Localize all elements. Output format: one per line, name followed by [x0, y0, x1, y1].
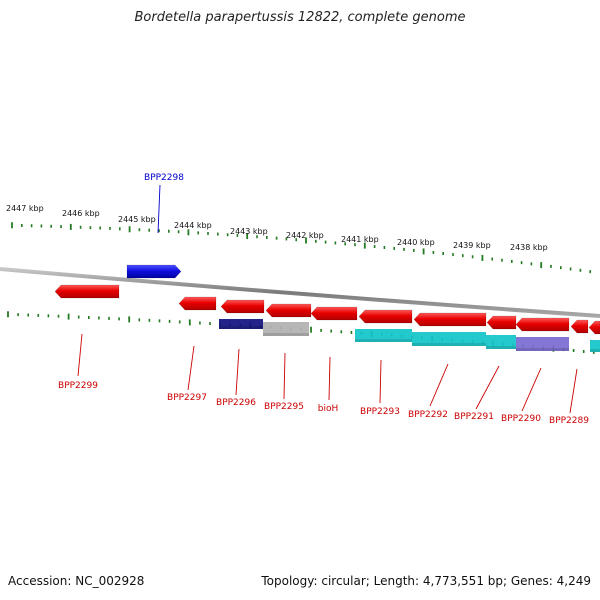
callout-line-bpp2290 [521, 367, 542, 412]
callout-line-bpp2299 [77, 333, 83, 377]
gene-arrow-bpp2293 [358, 309, 413, 324]
gene-arrow-bpp2290 [515, 317, 570, 332]
gene-arrow-bpp2297 [178, 296, 217, 311]
gene-arrow-bioh [310, 306, 358, 321]
gene-label-bpp2297: BPP2297 [167, 393, 207, 403]
ruler-label: 2444 kbp [174, 221, 212, 230]
feature-band-cyan [355, 329, 412, 342]
callout-line-bpp2293 [379, 359, 382, 404]
gene-arrow-bpp2289 [570, 319, 589, 334]
callout-line-bioh [328, 356, 331, 401]
callout-line-bpp2295 [283, 352, 286, 400]
feature-band-cyan [590, 340, 600, 352]
gene-label-bpp2299: BPP2299 [58, 381, 98, 391]
ruler-label: 2439 kbp [453, 241, 491, 250]
ruler-label: 2445 kbp [118, 215, 156, 224]
gene-label-bpp2293: BPP2293 [360, 407, 400, 417]
callout-line-bpp2298 [157, 184, 161, 234]
gene-arrow-partial [588, 320, 600, 335]
gene-arrow-bpp2292 [413, 312, 487, 327]
callout-line-bpp2292 [429, 363, 449, 407]
callout-line-bpp2297 [187, 345, 195, 391]
gene-arrow-bpp2299 [54, 284, 120, 299]
feature-band-grey [263, 322, 309, 336]
gene-arrow-bpp2296 [220, 299, 265, 314]
genome-summary-text: Topology: circular; Length: 4,773,551 bp… [261, 574, 591, 588]
ruler-label: 2438 kbp [510, 243, 548, 252]
ruler-label: 2443 kbp [230, 227, 268, 236]
gene-label-bpp2298: BPP2298 [144, 173, 184, 183]
feature-band-cyan [412, 332, 486, 346]
map-title: Bordetella parapertussis 12822, complete… [134, 10, 466, 25]
gene-label-bpp2296: BPP2296 [216, 398, 256, 408]
gene-label-bpp2291: BPP2291 [454, 412, 494, 422]
feature-band-navy [219, 319, 263, 329]
ruler-label: 2442 kbp [286, 231, 324, 240]
ruler-label: 2441 kbp [341, 235, 379, 244]
gene-label-bpp2289: BPP2289 [549, 416, 589, 426]
gene-arrow-bpp2291 [486, 315, 517, 330]
callout-line-bpp2289 [569, 368, 578, 414]
gene-label-bpp2292: BPP2292 [408, 410, 448, 420]
gene-arrow-bpp2298 [126, 264, 182, 279]
feature-band-cyan [486, 335, 516, 349]
gene-label-bpp2295: BPP2295 [264, 402, 304, 412]
feature-band-purple [516, 337, 569, 351]
gene-label-bioh: bioH [318, 404, 339, 414]
genome-backbone [0, 267, 600, 318]
accession-text: Accession: NC_002928 [8, 574, 145, 588]
callout-line-bpp2291 [475, 365, 500, 410]
ruler-label: 2440 kbp [397, 238, 435, 247]
callout-line-bpp2296 [235, 348, 240, 396]
gene-label-bpp2290: BPP2290 [501, 414, 541, 424]
ruler-label: 2446 kbp [62, 209, 100, 218]
ruler-label: 2447 kbp [6, 204, 44, 213]
gene-arrow-bpp2295 [265, 303, 312, 318]
